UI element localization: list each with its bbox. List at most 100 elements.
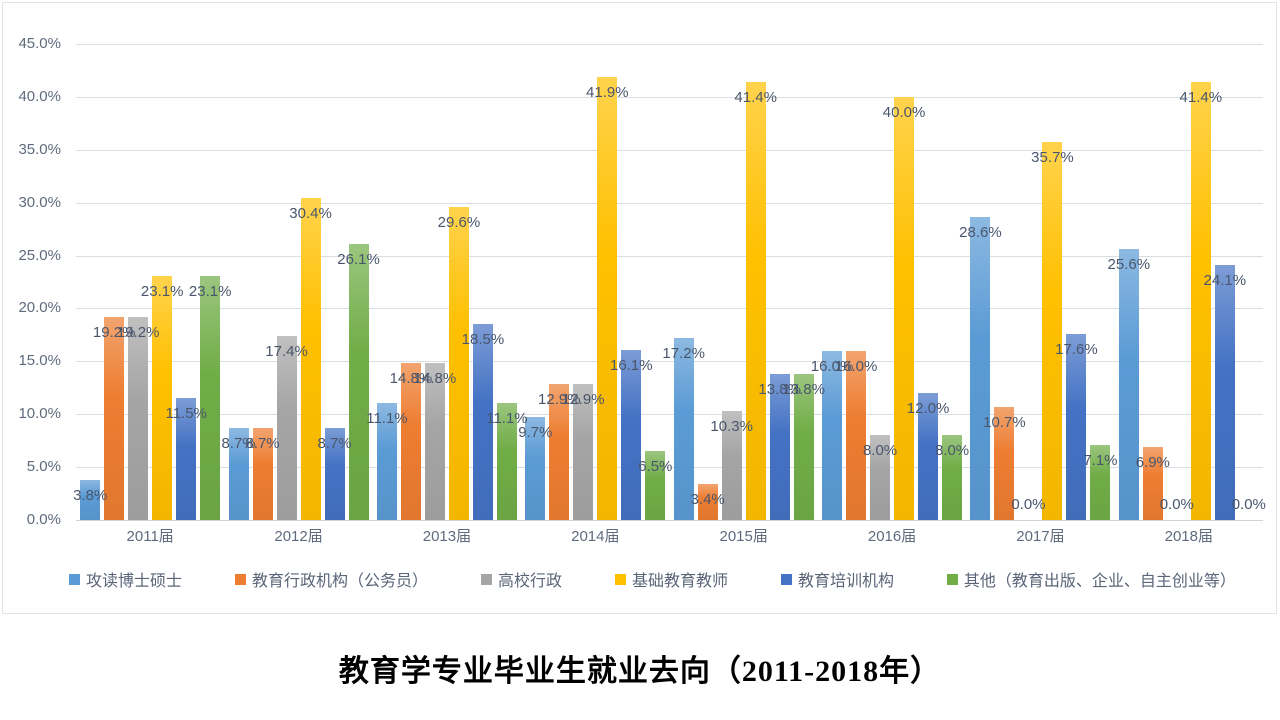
data-label: 17.4% — [265, 342, 308, 360]
gridline — [76, 202, 1263, 204]
legend-swatch-icon — [69, 573, 80, 585]
bar-教育行政机构（公务员）-2016届 — [846, 350, 867, 520]
legend-label: 教育行政机构（公务员） — [251, 573, 428, 590]
legend-item-1: 攻读博士硕士 — [69, 567, 182, 591]
legend-label: 基础教育教师 — [631, 573, 728, 590]
data-label: 0.0% — [1011, 496, 1046, 513]
gridline — [76, 361, 1263, 363]
bar-其他（教育出版、企业、自主创业等）-2017届 — [1090, 444, 1111, 520]
y-axis-tick-label: 0.0% — [26, 511, 61, 528]
bar-教育行政机构（公务员）-2014届 — [549, 383, 570, 520]
bar-教育行政机构（公务员）-2013届 — [400, 363, 421, 520]
data-label: 23.1% — [140, 282, 184, 300]
y-axis-tick-label: 5.0% — [26, 458, 61, 476]
data-label: 6.9% — [1135, 454, 1170, 471]
legend-label: 其他（教育出版、企业、自主创业等） — [963, 573, 1236, 590]
data-label: 12.0% — [906, 400, 950, 418]
y-axis-tick-label: 10.0% — [18, 405, 61, 423]
data-label: 12.9% — [562, 390, 605, 408]
bar-教育培训机构-2017届 — [1066, 333, 1087, 520]
bar-其他（教育出版、企业、自主创业等）-2015届 — [793, 374, 814, 520]
bar-基础教育教师-2018届 — [1190, 82, 1211, 520]
data-label: 13.8% — [782, 381, 825, 399]
legend-swatch-icon — [780, 573, 792, 585]
data-label: 14.8% — [389, 370, 433, 388]
bar-教育行政机构（公务员）-2011届 — [104, 316, 125, 520]
legend-item-5: 教育培训机构 — [780, 567, 894, 591]
data-label: 17.2% — [662, 345, 705, 363]
data-label: 35.7% — [1031, 149, 1074, 167]
gridline — [76, 520, 1263, 521]
legend-swatch-icon — [480, 573, 492, 585]
bar-其他（教育出版、企业、自主创业等）-2016届 — [942, 435, 963, 520]
data-label: 25.6% — [1107, 256, 1151, 274]
data-label: 10.7% — [983, 413, 1026, 431]
legend-item-4: 基础教育教师 — [614, 567, 728, 591]
data-label: 6.5% — [638, 458, 673, 476]
bar-其他（教育出版、企业、自主创业等）-2012届 — [348, 243, 369, 520]
x-axis-category-label: 2018届 — [1164, 528, 1213, 545]
bar-攻读博士硕士-2014届 — [525, 417, 546, 520]
data-label: 8.7% — [317, 434, 352, 452]
x-axis-category-label: 2017届 — [1016, 528, 1065, 545]
data-label: 8.7% — [221, 434, 256, 452]
data-label: 0.0% — [1231, 496, 1266, 513]
data-label: 8.0% — [934, 442, 970, 460]
gridline — [76, 96, 1263, 98]
data-label: 28.6% — [959, 224, 1002, 242]
legend-item-6: 其他（教育出版、企业、自主创业等） — [946, 567, 1236, 591]
y-axis-tick-label: 20.0% — [18, 299, 61, 317]
y-axis-tick-label: 15.0% — [18, 352, 61, 370]
bar-攻读博士硕士-2015届 — [673, 338, 694, 520]
gridline — [76, 467, 1263, 469]
data-label: 3.8% — [73, 486, 108, 504]
bar-教育培训机构-2014届 — [621, 349, 642, 520]
data-label: 16.0% — [810, 357, 854, 375]
data-label: 3.4% — [690, 491, 725, 509]
data-label: 19.2% — [116, 323, 160, 341]
x-axis-category-label: 2015届 — [719, 528, 768, 545]
bar-基础教育教师-2016届 — [894, 96, 915, 520]
data-label: 8.0% — [862, 442, 898, 460]
data-label: 11.1% — [366, 409, 408, 427]
bar-基础教育教师-2014届 — [597, 76, 618, 520]
bar-教育培训机构-2011届 — [176, 398, 197, 520]
gridline — [76, 414, 1263, 416]
x-axis-category-label: 2013届 — [422, 528, 472, 545]
data-label: 16.1% — [610, 356, 653, 374]
legend-label: 教育培训机构 — [797, 573, 894, 590]
bar-其他（教育出版、企业、自主创业等）-2013届 — [496, 402, 517, 520]
bar-教育培训机构-2013届 — [472, 324, 493, 520]
legend-swatch-icon — [614, 573, 626, 585]
data-label: 9.7% — [518, 424, 553, 442]
data-label: 12.9% — [538, 390, 581, 408]
bar-教育行政机构（公务员）-2018届 — [1142, 447, 1163, 520]
bar-高校行政-2014届 — [573, 383, 594, 520]
legend-swatch-icon — [946, 573, 958, 585]
x-axis-category-label: 2016届 — [867, 528, 917, 545]
data-label: 40.0% — [882, 103, 926, 121]
data-label: 13.8% — [758, 381, 801, 399]
data-label: 8.7% — [245, 434, 280, 452]
bar-教育行政机构（公务员）-2012届 — [252, 427, 273, 520]
x-axis-category-label: 2014届 — [571, 528, 620, 545]
chart-title: 教育学专业毕业生就业去向（2011-2018年） — [338, 655, 942, 688]
data-label: 41.9% — [586, 83, 629, 101]
data-label: 24.1% — [1203, 272, 1247, 290]
data-label: 41.4% — [734, 89, 777, 107]
bar-基础教育教师-2015届 — [745, 82, 766, 520]
bar-攻读博士硕士-2013届 — [376, 402, 397, 520]
x-axis-category-label: 2011届 — [126, 528, 174, 545]
data-label: 23.1% — [188, 282, 232, 300]
data-label: 17.6% — [1055, 340, 1098, 358]
bar-教育培训机构-2016届 — [918, 393, 939, 520]
bar-高校行政-2015届 — [721, 411, 742, 520]
bar-攻读博士硕士-2012届 — [228, 427, 249, 520]
gridline — [76, 308, 1263, 310]
gridline — [76, 44, 1263, 45]
data-label: 26.1% — [337, 250, 380, 268]
data-label: 18.5% — [461, 331, 505, 349]
bar-攻读博士硕士-2011届 — [80, 479, 101, 520]
y-axis-tick-label: 45.0% — [18, 35, 61, 52]
data-label: 0.0% — [1159, 496, 1194, 513]
